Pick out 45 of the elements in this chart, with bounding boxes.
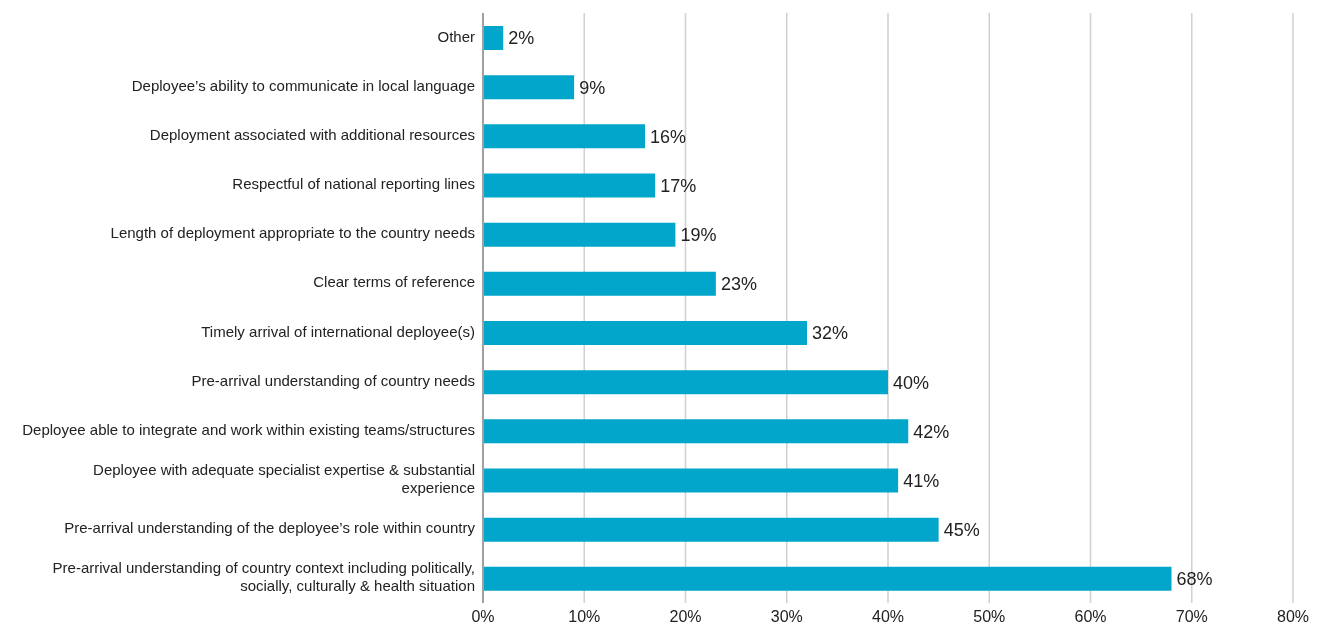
x-tick-label: 50% xyxy=(973,608,1006,626)
bar xyxy=(483,26,504,50)
data-label: 17% xyxy=(660,175,697,196)
x-tick-label: 70% xyxy=(1175,608,1208,626)
y-tick-label: Pre-arrival understanding of country context including politically, socially, culturally & health situation xyxy=(52,559,475,595)
bar xyxy=(483,173,656,198)
data-label: 42% xyxy=(913,421,950,442)
y-tick-label: Timely arrival of international deployee(s) xyxy=(201,322,475,340)
x-tick-label: 60% xyxy=(1074,608,1107,626)
data-label: 41% xyxy=(903,470,940,491)
x-tick-label: 30% xyxy=(770,608,803,626)
x-tick-label: 20% xyxy=(669,608,702,626)
data-label: 19% xyxy=(680,225,717,246)
x-tick-label: 10% xyxy=(568,608,601,626)
bar xyxy=(483,271,716,296)
y-tick-label: Deployee with adequate specialist expertise & substantial experience xyxy=(93,461,475,497)
y-tick-label: Length of deployment appropriate to the country needs xyxy=(110,224,475,242)
bar xyxy=(483,75,575,100)
bar xyxy=(483,321,807,345)
bar xyxy=(483,419,909,444)
x-tick-label: 40% xyxy=(871,608,905,626)
data-label: 40% xyxy=(893,372,930,393)
y-tick-label: Respectful of national reporting lines xyxy=(232,175,475,193)
y-tick-label: Clear terms of reference xyxy=(313,273,475,291)
data-label: 16% xyxy=(650,126,687,147)
bar xyxy=(483,517,939,542)
bar xyxy=(483,566,1172,591)
y-tick-label: Deployee’s ability to communicate in local language xyxy=(131,76,475,94)
y-tick-label: Deployment associated with additional resources xyxy=(149,125,475,143)
x-tick-label: 0% xyxy=(471,608,495,626)
data-label: 9% xyxy=(579,77,606,98)
data-label: 32% xyxy=(812,323,849,344)
x-tick-label: 80% xyxy=(1276,608,1310,626)
data-label: 45% xyxy=(943,520,980,541)
data-label: 68% xyxy=(1176,569,1213,590)
bar xyxy=(483,222,676,247)
y-tick-label: Pre-arrival understanding of country needs xyxy=(191,371,475,389)
data-label: 23% xyxy=(720,274,757,295)
y-tick-label: Other xyxy=(437,27,475,45)
y-tick-label: Pre-arrival understanding of the deployee’s role within country xyxy=(64,519,476,537)
bar xyxy=(483,370,888,395)
bar xyxy=(483,124,645,149)
data-label: 2% xyxy=(508,28,535,49)
y-tick-label: Deployee able to integrate and work within existing teams/structures xyxy=(22,420,475,438)
bar xyxy=(483,468,899,493)
